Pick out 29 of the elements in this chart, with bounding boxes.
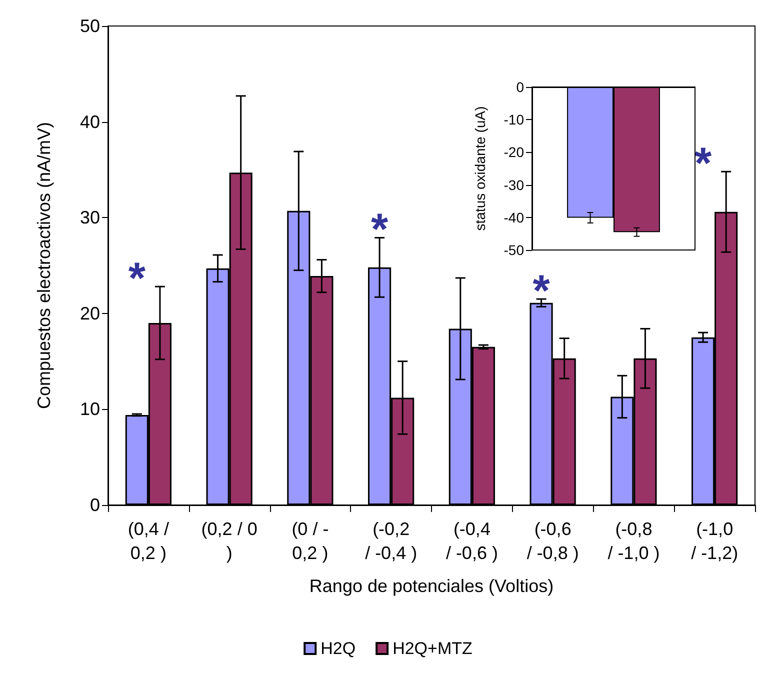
annotation: *: [370, 205, 389, 254]
y-tick-label: 0: [516, 79, 524, 95]
y-tick-label: -40: [504, 209, 524, 226]
annotation: *: [128, 254, 146, 304]
legend-label: H2Q+MTZ: [392, 639, 472, 658]
y-tick-label: 50: [80, 16, 100, 36]
y-tick-label: 20: [80, 303, 100, 324]
y-axis-title: status oxidante (uA): [472, 106, 488, 231]
legend-label: H2Q: [320, 639, 356, 658]
x-tick-label: (-1,0 / -1,2): [691, 519, 738, 563]
annotation: *: [532, 266, 551, 316]
y-tick-label: 30: [80, 208, 100, 228]
x-tick-label: (-0,8 / -1,0 ): [608, 519, 660, 563]
x-tick-label: (-0,2 / -0,4 ): [365, 519, 418, 563]
y-tick-label: -20: [504, 144, 524, 160]
y-tick-label: 40: [80, 112, 100, 132]
x-tick-label: (0 / -0,2 ): [292, 519, 329, 563]
annotation: *: [694, 139, 712, 188]
x-axis-title: Rango de potenciales (Voltios): [309, 576, 554, 596]
x-tick-label: (0,2 / 0 ): [201, 519, 258, 563]
y-tick-label: -10: [504, 112, 524, 128]
y-tick-label: 10: [80, 399, 100, 420]
y-axis-title: Compuestos electroactivos (nA/mV): [34, 122, 54, 410]
x-tick-label: (0,4 / 0,2 ): [128, 519, 169, 563]
y-tick-label: 0: [90, 495, 100, 515]
y-tick-label: -50: [504, 242, 524, 258]
y-tick-label: -30: [504, 176, 524, 193]
x-tick-label: (-0,6 / -0,8 ): [526, 519, 579, 563]
x-tick-label: (-0,4 / -0,6 ): [446, 519, 498, 563]
